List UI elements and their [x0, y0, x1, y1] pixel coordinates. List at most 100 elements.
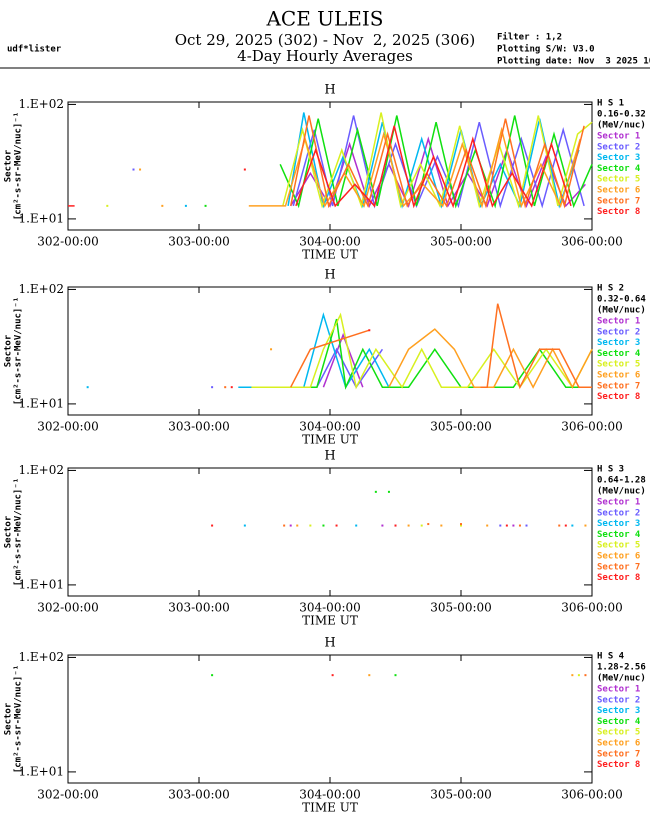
x-tick-label: 306-00:00: [561, 601, 623, 615]
x-tick-label: 304-00:00: [299, 788, 361, 802]
y-tick-label: 1.E+02: [18, 282, 64, 296]
data-point: [577, 674, 580, 677]
data-point: [571, 674, 574, 677]
legend-entry: Sector 8: [597, 392, 640, 402]
data-point: [427, 523, 430, 526]
y-tick-label: 1.E+01: [18, 764, 64, 778]
y-tick-label: 1.E+01: [18, 396, 64, 410]
legend-entry: Sector 3: [597, 706, 640, 716]
data-point: [296, 524, 299, 527]
legend-entry: Sector 5: [597, 175, 640, 185]
data-point: [161, 204, 164, 207]
panel-title: H: [324, 83, 335, 98]
x-tick-label: 306-00:00: [561, 788, 623, 802]
data-point: [309, 524, 312, 527]
x-tick-label: 306-00:00: [561, 420, 623, 434]
filter: Filter : 1,2: [497, 32, 562, 43]
x-tick-label: 303-00:00: [168, 235, 230, 249]
data-point: [243, 168, 246, 171]
series-line: [290, 329, 370, 388]
data-point: [230, 386, 233, 389]
legend-entry: Sector 3: [597, 519, 640, 529]
data-point: [460, 523, 462, 526]
energy-range: 1.28-2.56: [597, 663, 646, 673]
y-tick-label: 1.E+02: [18, 463, 64, 477]
data-point: [525, 524, 528, 527]
legend-entry: Sector 7: [597, 562, 640, 572]
legend-entry: Sector 5: [597, 360, 640, 370]
data-point: [184, 204, 187, 207]
legend-entry: Sector 6: [597, 552, 640, 562]
legend-entry: Sector 4: [597, 717, 641, 727]
x-axis-label: TIME UT: [302, 433, 358, 447]
x-tick-label: 303-00:00: [168, 601, 230, 615]
data-point: [381, 524, 384, 527]
energy-range: 0.64-1.28: [597, 476, 646, 486]
data-point: [368, 674, 371, 677]
plot-frame: [67, 286, 593, 416]
legend-title: H S 3: [597, 465, 624, 475]
legend-entry: Sector 2: [597, 508, 640, 518]
panel-title: H: [324, 268, 335, 283]
data-point: [440, 524, 443, 527]
legend-entry: Sector 5: [597, 728, 640, 738]
subtitle: 4-Day Hourly Averages: [237, 47, 413, 65]
y-tick-label: 1.E+02: [18, 97, 64, 111]
legend-entry: Sector 8: [597, 207, 640, 217]
x-tick-label: 304-00:00: [299, 601, 361, 615]
legend-entry: Sector 5: [597, 541, 640, 551]
x-tick-label: 302-00:00: [37, 601, 99, 615]
data-point: [204, 204, 207, 207]
energy-units: (MeV/nuc): [597, 674, 646, 684]
series-line: [289, 115, 585, 209]
x-tick-label: 304-00:00: [299, 235, 361, 249]
series-line: [295, 125, 572, 209]
x-tick-label: 305-00:00: [430, 235, 492, 249]
y-axis-units: [cm²-s-sr-MeV/nuc]⁻¹: [14, 665, 24, 773]
legend-entry: Sector 8: [597, 760, 640, 770]
series-line: [279, 115, 593, 209]
x-axis-label: TIME UT: [302, 801, 358, 815]
legend-title: H S 1: [597, 99, 624, 109]
plot-frame: [67, 467, 593, 597]
data-point: [584, 674, 587, 677]
legend-entry: Sector 2: [597, 695, 640, 705]
y-tick-label: 1.E+01: [18, 211, 64, 225]
x-axis-label: TIME UT: [302, 614, 358, 628]
x-tick-label: 305-00:00: [430, 601, 492, 615]
y-axis-label: Sector: [4, 702, 14, 735]
energy-range: 0.32-0.64: [597, 295, 646, 305]
data-point: [486, 524, 489, 527]
legend-entry: Sector 7: [597, 749, 640, 759]
data-point: [387, 490, 390, 493]
y-tick-label: 1.E+02: [18, 650, 64, 664]
date-range: Oct 29, 2025 (302) - Nov 2, 2025 (306): [175, 31, 476, 49]
y-axis-units: [cm²-s-sr-MeV/nuc]⁻¹: [14, 112, 24, 220]
data-point: [139, 168, 142, 171]
data-point: [322, 524, 325, 527]
panel-title: H: [324, 449, 335, 464]
series-line: [264, 318, 586, 390]
data-point: [106, 204, 109, 207]
legend-entry: Sector 2: [597, 142, 640, 152]
y-axis-label: Sector: [4, 334, 14, 367]
data-point: [335, 524, 338, 527]
data-point: [394, 674, 397, 677]
legend-entry: Sector 1: [597, 498, 640, 508]
data-point: [224, 386, 227, 389]
software: Plotting S/W: V3.0: [497, 44, 595, 55]
data-point: [331, 674, 334, 677]
x-axis-label: TIME UT: [302, 248, 358, 262]
y-tick-label: 1.E+01: [18, 577, 64, 591]
x-tick-label: 304-00:00: [299, 420, 361, 434]
legend-entry: Sector 3: [597, 153, 640, 163]
legend-entry: Sector 4: [597, 530, 641, 540]
x-tick-label: 302-00:00: [37, 235, 99, 249]
legend-entry: Sector 3: [597, 338, 640, 348]
x-tick-label: 305-00:00: [430, 420, 492, 434]
y-axis-units: [cm²-s-sr-MeV/nuc]⁻¹: [14, 297, 24, 405]
data-point: [270, 348, 273, 351]
energy-units: (MeV/nuc): [597, 487, 646, 497]
data-point: [394, 524, 397, 527]
